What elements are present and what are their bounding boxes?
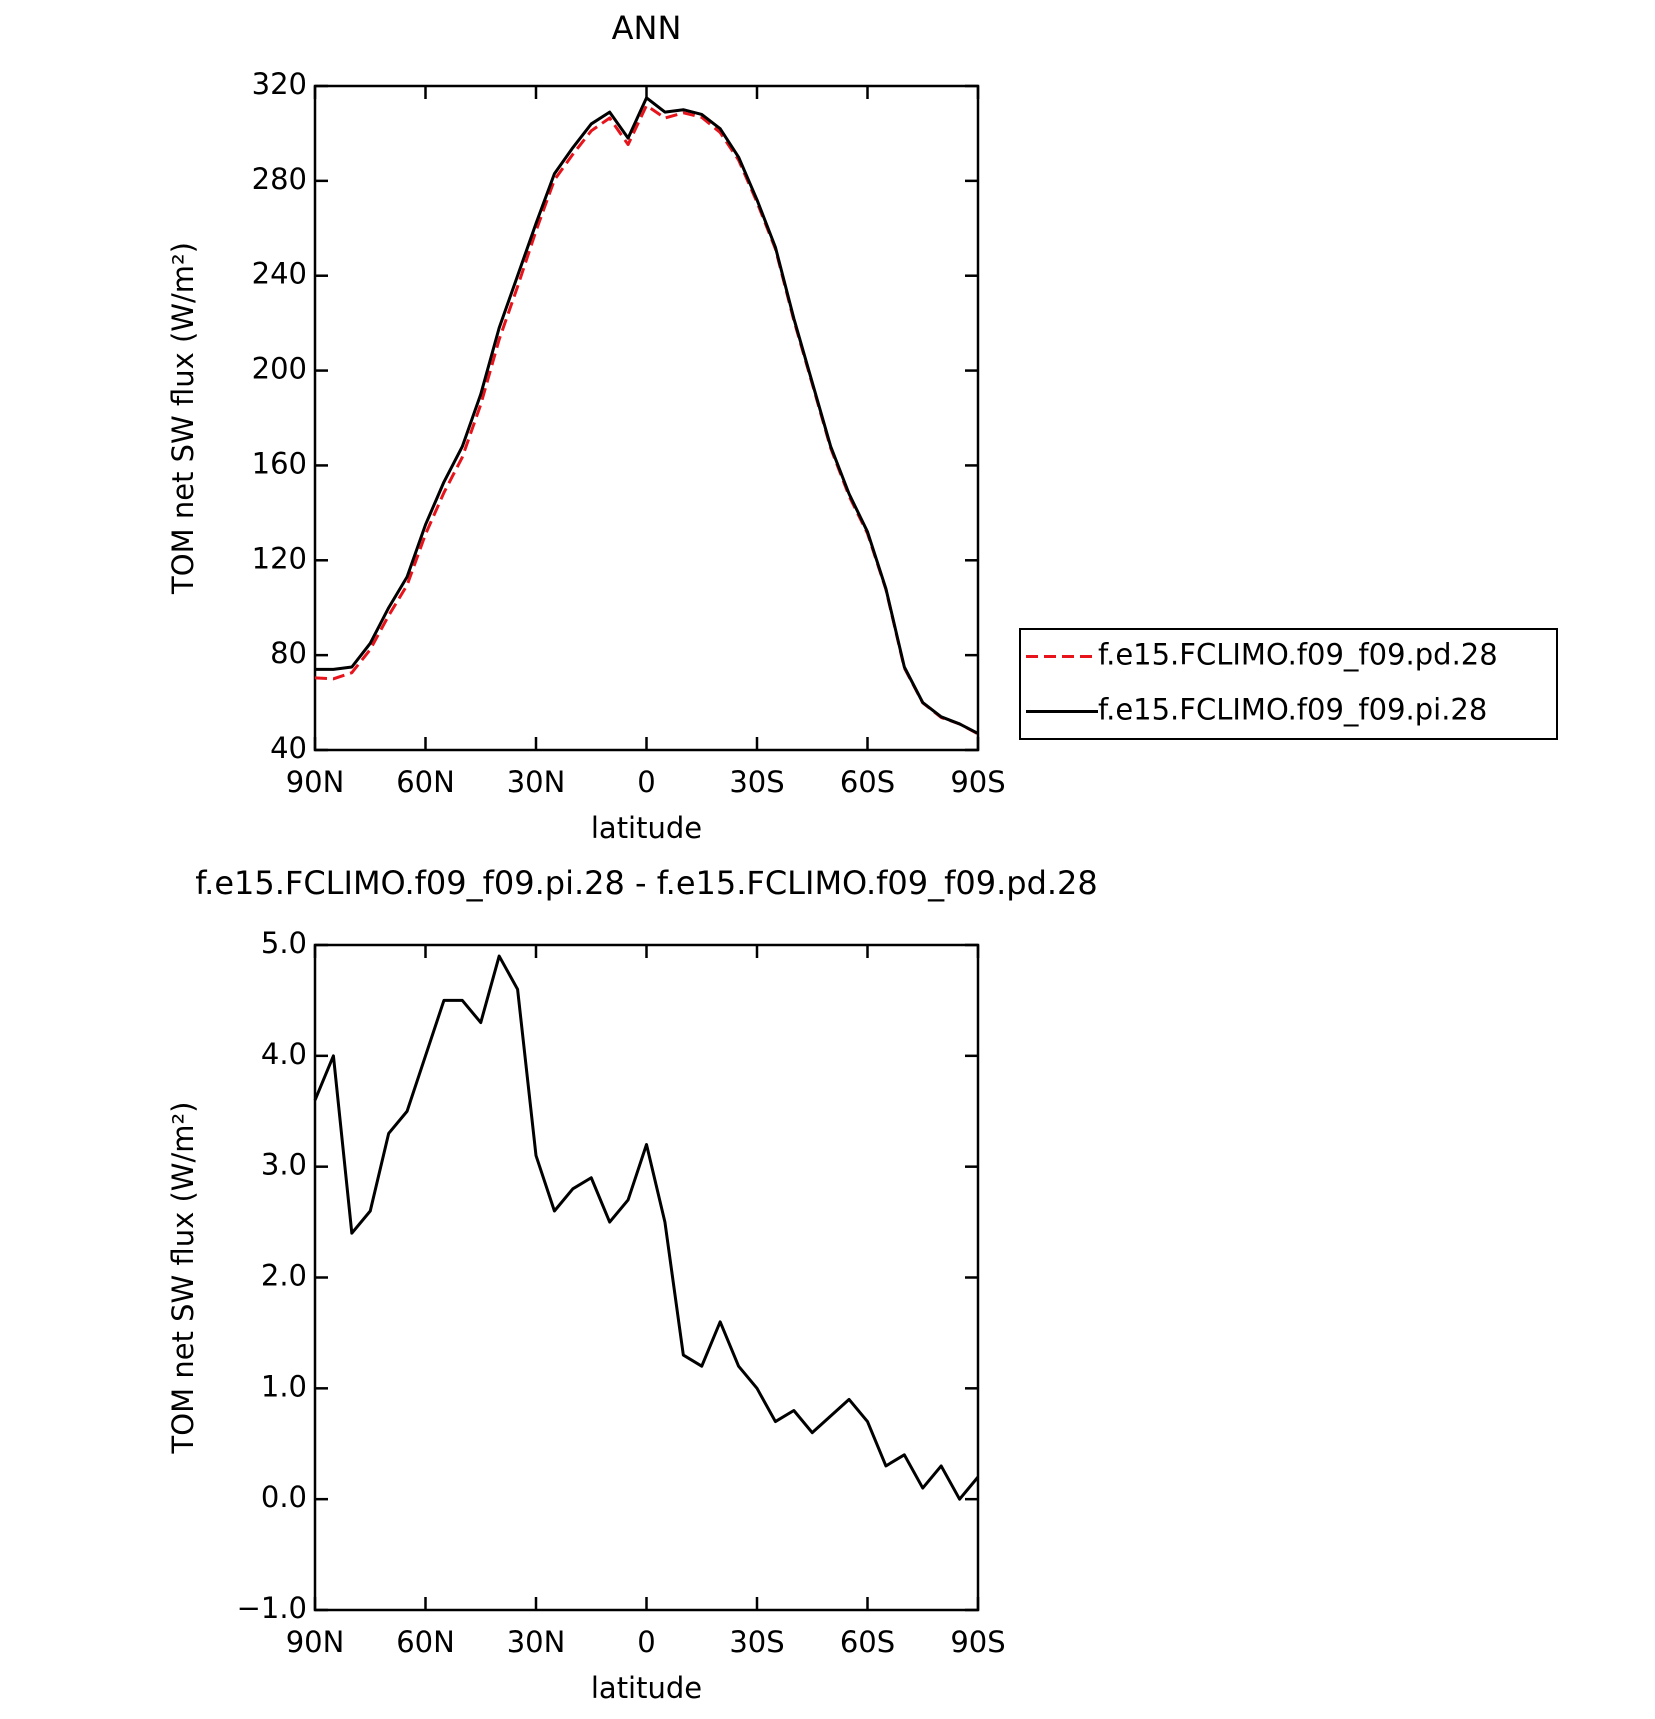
y-axis-label: TOM net SW flux (W/m²): [166, 1102, 200, 1455]
plot-frame: [313, 943, 980, 1612]
plot-frame: [313, 84, 980, 752]
x-tick-label: 30N: [507, 1625, 566, 1659]
x-tick-label: 30S: [729, 1625, 784, 1659]
y-tick-label: 160: [252, 446, 307, 480]
x-tick-label: 60S: [840, 1625, 895, 1659]
y-axis-label: TOM net SW flux (W/m²): [166, 242, 200, 595]
x-tick-label: 30N: [507, 765, 566, 799]
chart-title: ANN: [612, 9, 682, 47]
y-tick-label: 280: [252, 162, 307, 196]
y-tick-label: 80: [270, 636, 307, 670]
y-tick-label: 5.0: [261, 926, 307, 960]
y-tick-label: −1.0: [237, 1591, 307, 1625]
legend-label: f.e15.FCLIMO.f09_f09.pd.28: [1098, 638, 1498, 672]
legend-label: f.e15.FCLIMO.f09_f09.pi.28: [1098, 693, 1487, 727]
x-tick-label: 0: [637, 1625, 655, 1659]
y-tick-label: 120: [252, 541, 307, 575]
x-axis-label: latitude: [591, 811, 702, 845]
y-tick-label: 2.0: [261, 1259, 307, 1293]
x-axis-label: latitude: [591, 1671, 702, 1705]
x-tick-label: 60N: [396, 1625, 455, 1659]
data-line: [314, 103, 979, 736]
data-line: [315, 96, 979, 735]
data-line: [313, 954, 980, 1501]
y-tick-label: 1.0: [261, 1369, 307, 1403]
chart-title: f.e15.FCLIMO.f09_f09.pi.28 - f.e15.FCLIM…: [195, 864, 1098, 902]
y-tick-label: 40: [270, 731, 307, 765]
x-tick-label: 90N: [286, 765, 345, 799]
legend-box: [1019, 628, 1558, 740]
y-tick-label: 200: [252, 352, 307, 386]
y-tick-label: 4.0: [261, 1037, 307, 1071]
y-tick-label: 0.0: [261, 1480, 307, 1514]
y-tick-label: 320: [252, 67, 307, 101]
x-tick-label: 30S: [729, 765, 784, 799]
x-tick-label: 90S: [950, 765, 1005, 799]
x-tick-label: 90N: [286, 1625, 345, 1659]
y-tick-label: 3.0: [261, 1148, 307, 1182]
x-tick-label: 60N: [396, 765, 455, 799]
x-tick-label: 90S: [950, 1625, 1005, 1659]
x-tick-label: 0: [637, 765, 655, 799]
y-tick-label: 240: [252, 257, 307, 291]
x-tick-label: 60S: [840, 765, 895, 799]
